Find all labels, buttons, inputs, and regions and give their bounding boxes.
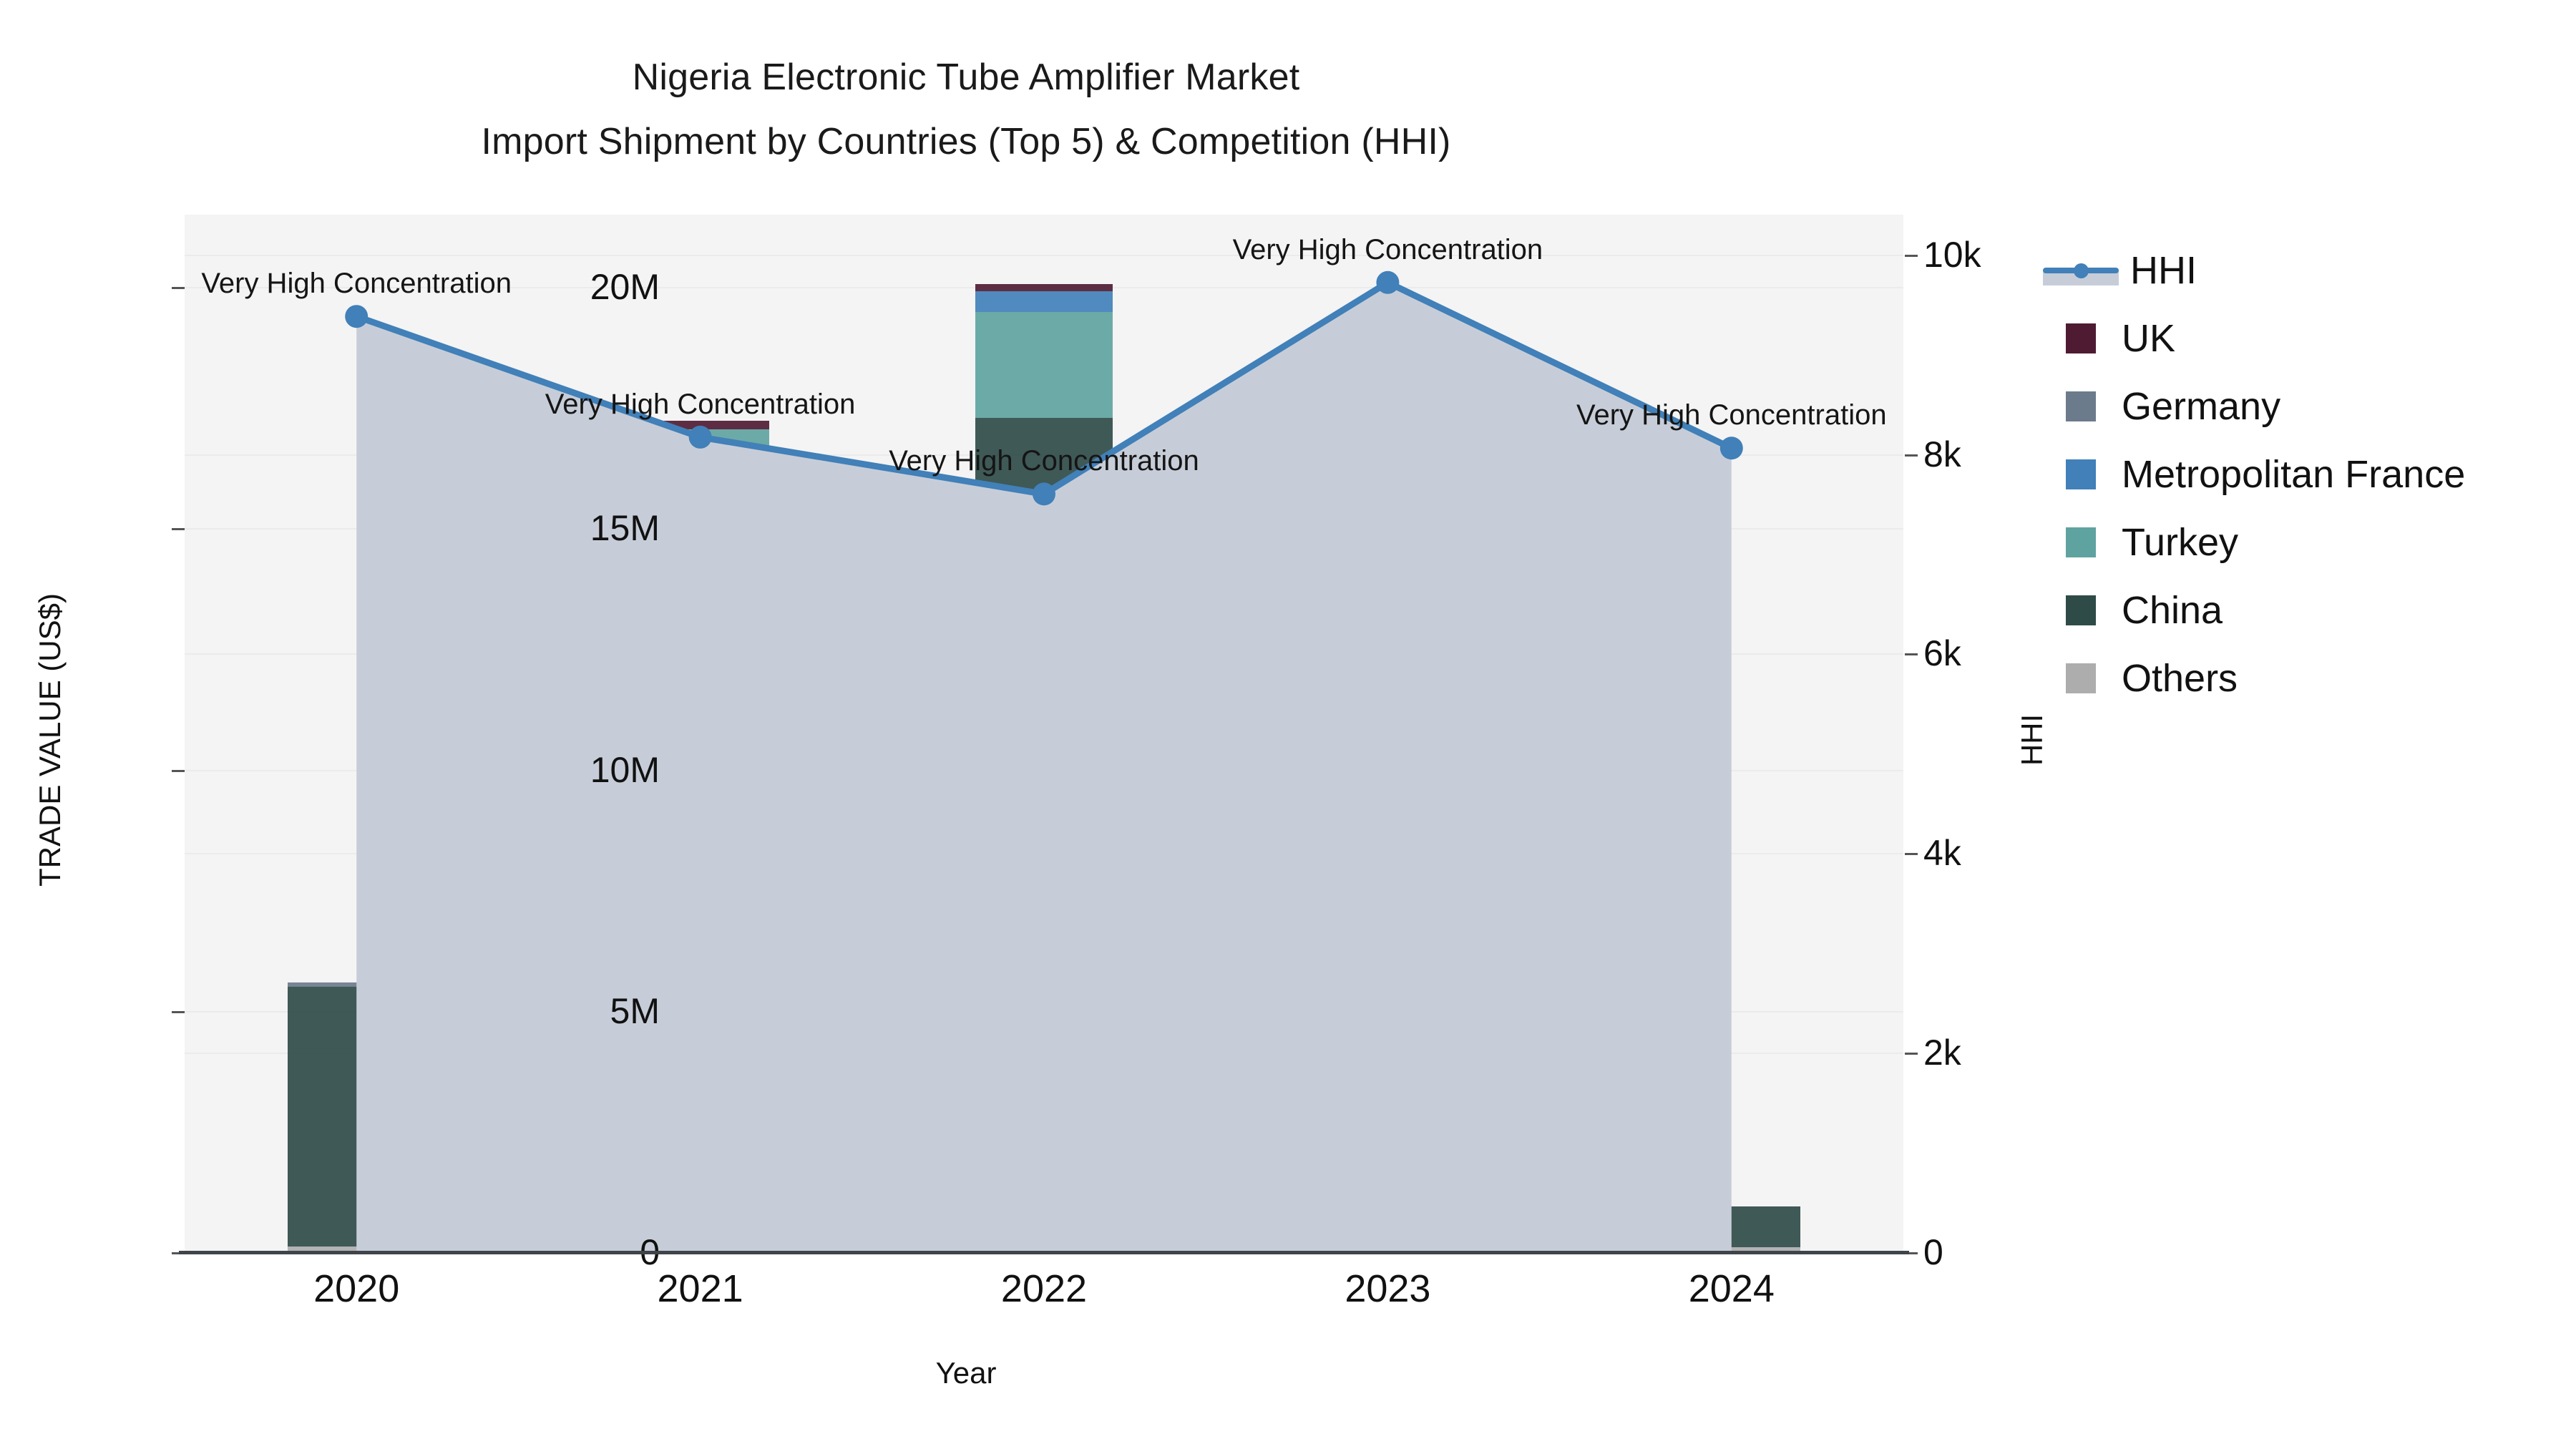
bar-segment [288, 982, 426, 987]
x-axis-tick: 2022 [1000, 1267, 1088, 1310]
x-axis-label: Year [935, 1356, 997, 1390]
legend-line-marker [2043, 255, 2119, 286]
hhi-markers [345, 270, 1743, 506]
legend-label: Germany [2122, 384, 2281, 428]
concentration-annotation: Very High Concentration [545, 388, 856, 420]
legend-label: HHI [2130, 248, 2197, 292]
y-axis-right-tickmark [1905, 1252, 1918, 1254]
y-axis-right-tick: 2k [1923, 1033, 1961, 1073]
legend-item[interactable]: Germany [2043, 372, 2572, 440]
legend-area-band [2043, 270, 2119, 286]
hhi-data-point [345, 305, 369, 328]
legend-label: Others [2122, 656, 2238, 700]
x-axis-tick: 2023 [1345, 1267, 1431, 1310]
y-axis-right-tickmark [1905, 454, 1918, 457]
y-axis-right-tickmark [1905, 1053, 1918, 1055]
chart-title-line-1: Nigeria Electronic Tube Amplifier Market [632, 57, 1300, 98]
hhi-line-layer [345, 270, 1743, 1252]
y-axis-left-tickmark [172, 1010, 185, 1013]
gridline [185, 254, 1903, 256]
y-axis-left-tickmark [172, 1252, 185, 1254]
chart-title-line-2: Import Shipment by Countries (Top 5) & C… [481, 121, 1451, 162]
legend-item[interactable]: Others [2043, 644, 2572, 712]
concentration-annotation: Very High Concentration [889, 445, 1199, 477]
hhi-data-point [1719, 436, 1743, 460]
y-axis-left-tickmark [172, 528, 185, 531]
y-axis-right-tick: 10k [1923, 234, 1981, 275]
legend-color-swatch [2066, 391, 2096, 421]
legend-label: Turkey [2122, 520, 2239, 564]
concentration-annotation: Very High Concentration [1576, 399, 1887, 431]
bar-segment [975, 284, 1113, 292]
x-axis-line [179, 1251, 1909, 1254]
x-axis-tick: 2024 [1688, 1267, 1775, 1310]
legend-color-swatch [2066, 595, 2096, 625]
legend-line-dot [2074, 263, 2089, 278]
legend-color-swatch [2066, 323, 2096, 353]
legend-item[interactable]: Turkey [2043, 508, 2572, 576]
concentration-annotation: Very High Concentration [1232, 233, 1543, 265]
x-axis-tick: 2020 [313, 1267, 400, 1310]
y-axis-left-tickmark [172, 769, 185, 772]
y-axis-right-tickmark [1905, 853, 1918, 856]
y-axis-right-tick: 6k [1923, 633, 1961, 674]
y-axis-right-tickmark [1905, 254, 1918, 257]
y-axis-left-tickmark [172, 287, 185, 290]
legend-label: China [2122, 588, 2223, 632]
x-axis-tick: 2021 [657, 1267, 743, 1310]
y-axis-left-tick: 15M [590, 508, 660, 549]
y-axis-left-tick: 5M [610, 990, 660, 1031]
legend-item[interactable]: UK [2043, 304, 2572, 372]
legend: HHI UK Germany Metropolitan France Turkey Chi… [2043, 236, 2572, 712]
legend-item[interactable]: China [2043, 576, 2572, 644]
legend-color-swatch [2066, 527, 2096, 557]
bar-segment [975, 291, 1113, 312]
y-axis-right-tick: 4k [1923, 833, 1961, 874]
hhi-data-point [1376, 270, 1400, 294]
legend-label: Metropolitan France [2122, 452, 2466, 496]
legend-color-swatch [2066, 663, 2096, 693]
legend-item[interactable]: HHI [2043, 236, 2572, 304]
hhi-area-fill [356, 282, 1732, 1252]
legend-item[interactable]: Metropolitan France [2043, 440, 2572, 508]
legend-color-swatch [2066, 459, 2096, 489]
concentration-annotation: Very High Concentration [201, 268, 512, 300]
y-axis-right-tick: 8k [1923, 434, 1961, 474]
legend-label: UK [2122, 316, 2176, 360]
bar-segment [288, 1246, 426, 1252]
y-axis-right-tickmark [1905, 653, 1918, 656]
hhi-data-point [688, 425, 712, 449]
y-axis-left-tick: 10M [590, 749, 660, 790]
y-axis-left-tick: 20M [590, 267, 660, 308]
y-axis-right-tick: 0 [1923, 1232, 1943, 1272]
bar-segment [975, 311, 1113, 418]
hhi-data-point [1033, 482, 1055, 506]
y-axis-left-label: TRADE VALUE (US$) [33, 593, 67, 887]
